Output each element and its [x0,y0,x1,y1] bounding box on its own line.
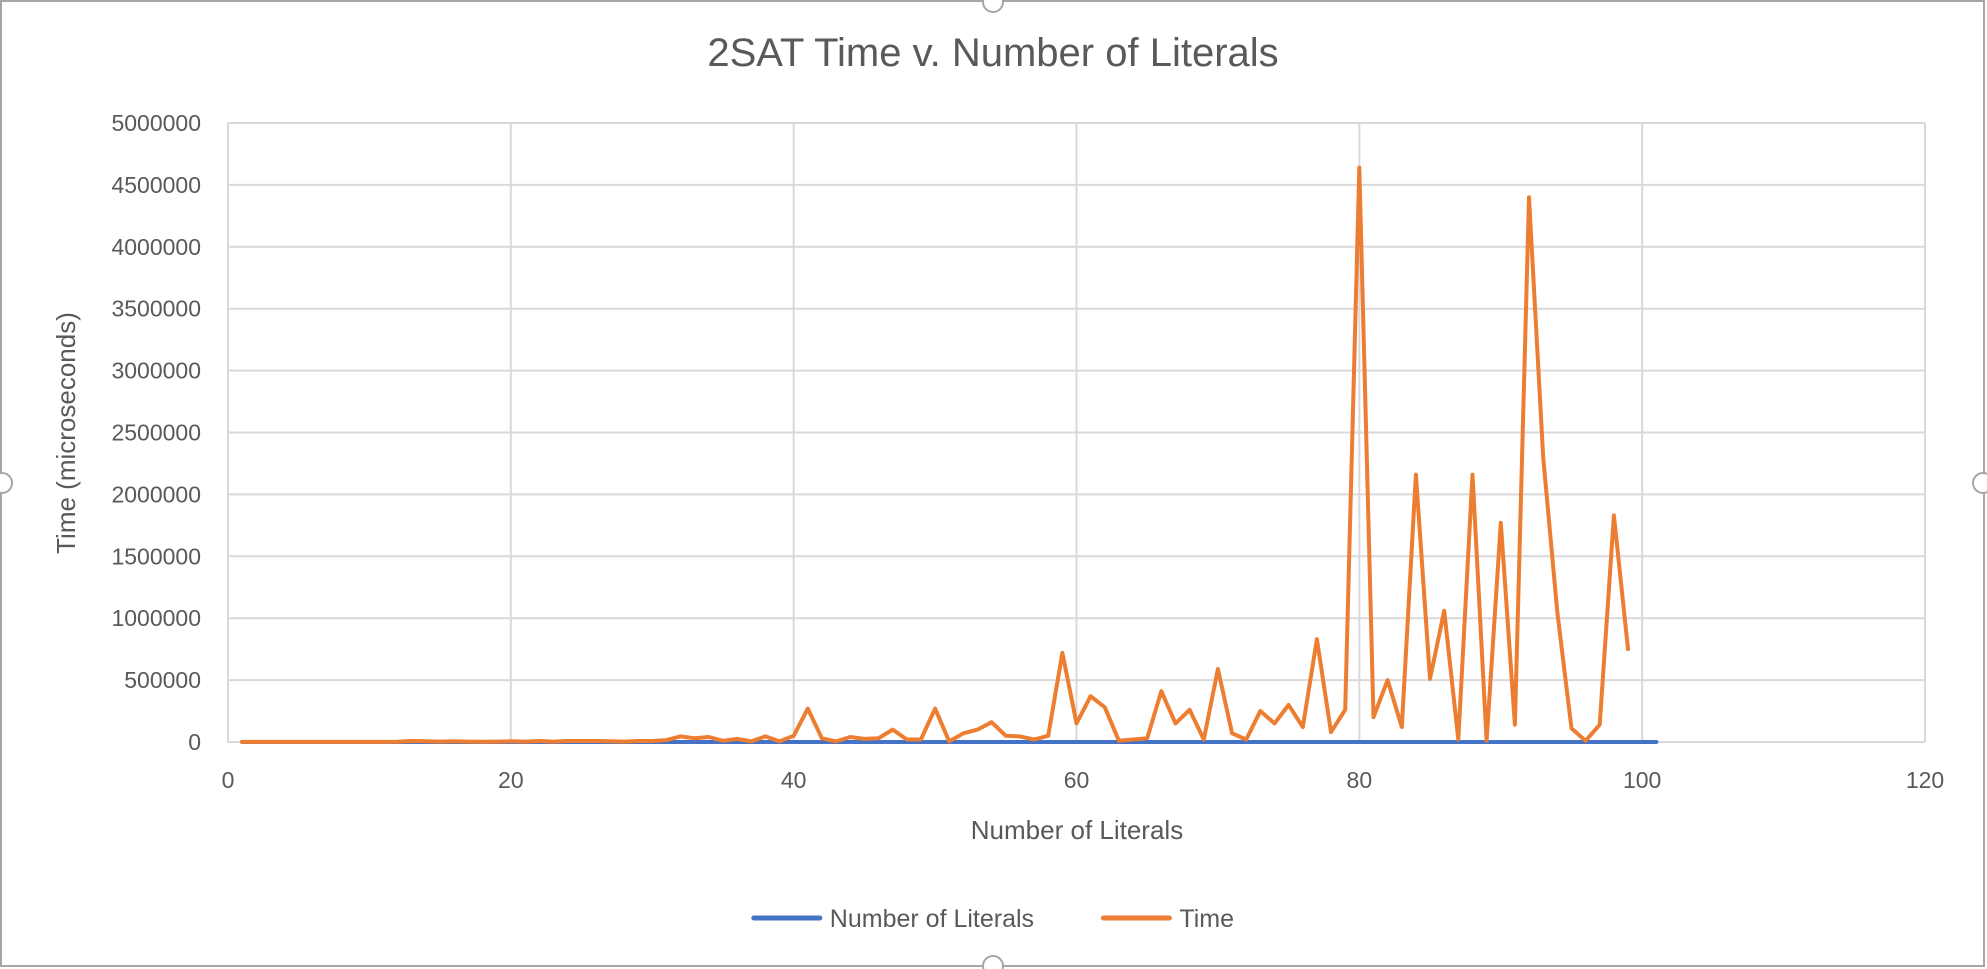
y-tick-label: 1000000 [111,605,201,631]
x-tick-label: 0 [222,767,235,793]
legend: Number of Literals Time [751,905,1234,933]
x-tick-label: 80 [1347,767,1373,793]
chart-title: 2SAT Time v. Number of Literals [707,31,1278,75]
y-tick-label: 2500000 [111,420,201,446]
x-axis-title: Number of Literals [971,815,1183,845]
y-tick-label: 4500000 [111,172,201,198]
tick-labels: 0 500000 1000000 1500000 2000000 2500000 30000… [111,110,1944,793]
series-lines [240,165,1659,744]
resize-handle-right[interactable] [1972,472,1987,494]
y-tick-label: 5000000 [111,110,201,136]
resize-handle-bottom[interactable] [982,955,1004,969]
y-tick-label: 3000000 [111,358,201,384]
resize-handle-top[interactable] [982,0,1004,13]
y-tick-label: 1500000 [111,543,201,569]
x-tick-label: 120 [1906,767,1944,793]
y-tick-label: 2000000 [111,481,201,507]
x-tick-label: 60 [1064,767,1090,793]
y-axis-title: Time (microseconds) [51,312,81,554]
series-line-1 [240,165,1630,744]
x-tick-label: 20 [498,767,524,793]
y-tick-label: 500000 [124,667,201,693]
x-tick-label: 40 [781,767,807,793]
resize-handle-left[interactable] [0,472,13,494]
y-tick-label: 0 [188,729,201,755]
x-tick-label: 100 [1623,767,1661,793]
legend-label-1: Time [1179,905,1234,933]
legend-label-0: Number of Literals [830,905,1034,933]
y-tick-label: 4000000 [111,234,201,260]
y-tick-label: 3500000 [111,296,201,322]
